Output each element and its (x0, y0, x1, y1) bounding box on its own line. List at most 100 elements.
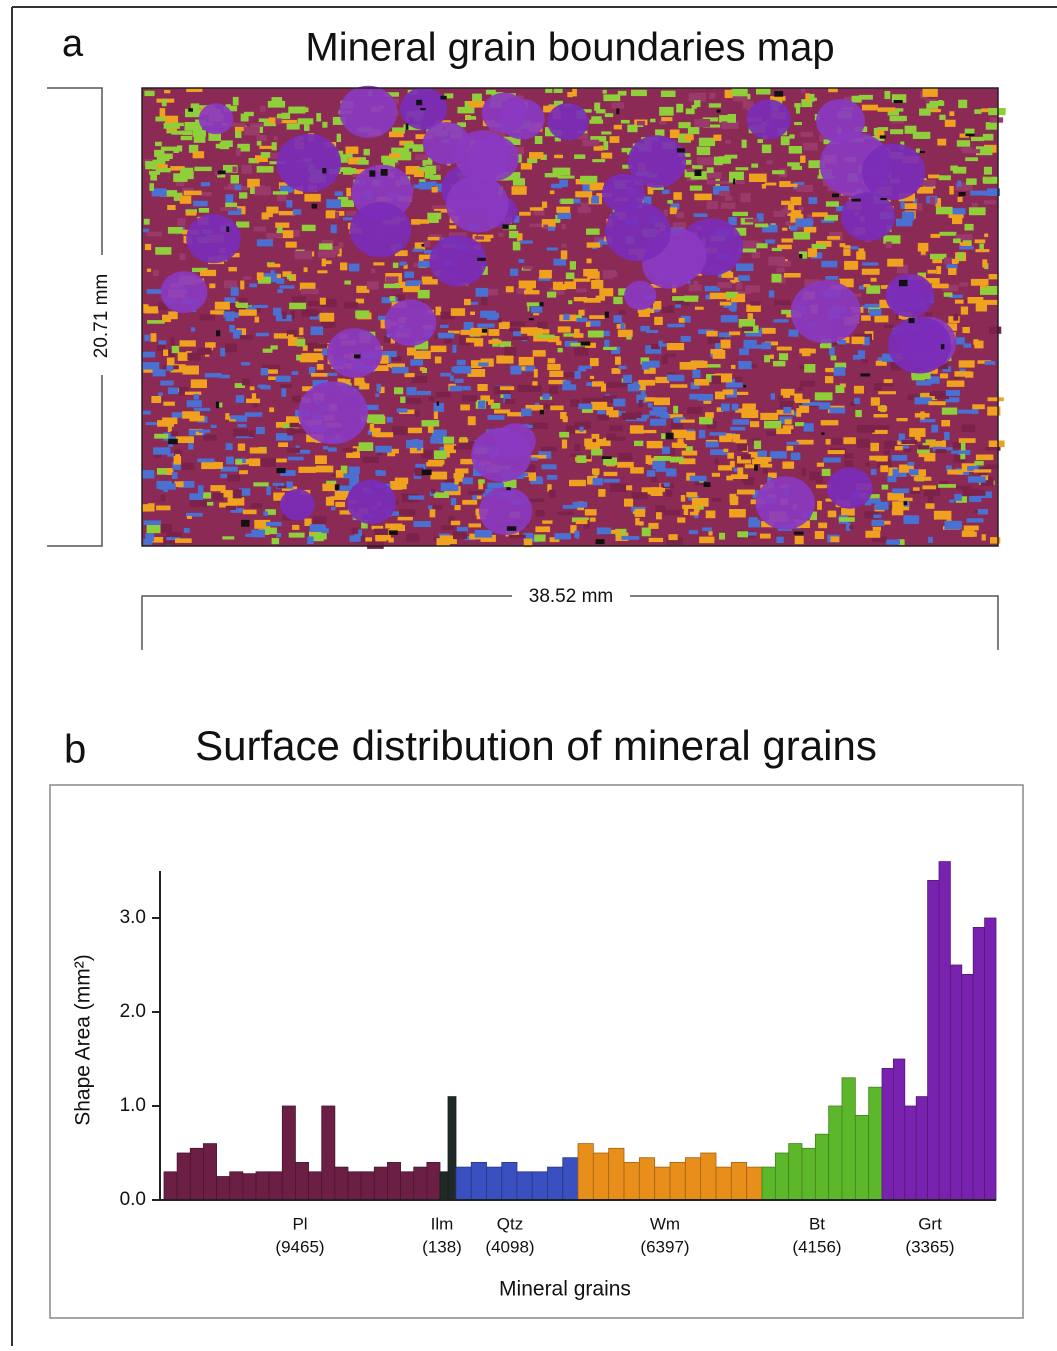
grain (560, 250, 568, 260)
grain (627, 149, 632, 155)
grain (971, 202, 978, 207)
bar (577, 1143, 594, 1201)
grain (170, 337, 175, 346)
grain (268, 117, 282, 124)
grain (569, 261, 576, 270)
grain (440, 372, 452, 377)
bar (486, 1166, 503, 1201)
grain (527, 158, 538, 164)
grain (161, 349, 175, 358)
grain (717, 282, 733, 289)
grain (951, 450, 966, 454)
grain (245, 533, 257, 537)
grain (839, 243, 846, 248)
grain (448, 330, 460, 334)
grain (735, 263, 754, 271)
grain (547, 358, 556, 364)
grain (354, 529, 362, 537)
grain (789, 134, 795, 139)
ilmenite (421, 469, 432, 476)
grain (891, 508, 904, 516)
grain (562, 380, 571, 385)
grain (266, 206, 279, 214)
grain (862, 262, 879, 266)
grain (199, 429, 211, 433)
grain (919, 133, 928, 139)
grain (887, 111, 899, 116)
grain (803, 226, 817, 233)
grain (857, 438, 870, 448)
grain (570, 399, 580, 407)
grain (974, 109, 982, 114)
grain (745, 330, 762, 337)
grain (242, 378, 250, 386)
grain (541, 201, 548, 208)
grain (556, 206, 571, 213)
grain (735, 377, 743, 383)
grain (460, 404, 470, 411)
grain (339, 510, 353, 515)
grain (155, 168, 171, 173)
grain (691, 498, 709, 507)
grain (399, 509, 416, 516)
grain (944, 323, 958, 331)
grain (901, 445, 909, 449)
grain (922, 485, 937, 490)
grain (578, 403, 593, 410)
grain (190, 103, 200, 110)
grain (319, 297, 326, 305)
grain (750, 301, 761, 306)
grain (160, 380, 174, 386)
grain (393, 151, 412, 161)
grain (185, 108, 201, 118)
grain (477, 234, 494, 239)
plot: 0.01.02.03.0Pl(9465)Ilm(138)Qtz(4098)Wm(… (120, 861, 997, 1256)
grain (821, 260, 838, 268)
grain (233, 428, 248, 437)
grain (433, 492, 449, 498)
grain (462, 477, 473, 485)
grain (416, 390, 431, 396)
grain (896, 218, 913, 227)
grain (394, 477, 409, 485)
ilmenite (716, 109, 721, 113)
grain (692, 369, 701, 379)
grain (941, 284, 959, 292)
grain (278, 211, 296, 216)
grain (148, 503, 155, 512)
bar (950, 964, 963, 1201)
panel-title: Mineral grain boundaries map (305, 26, 834, 70)
grain (706, 172, 718, 178)
grain (966, 178, 977, 185)
grain (782, 461, 795, 469)
grain (613, 382, 631, 388)
grain (160, 494, 166, 502)
grain (192, 129, 206, 137)
grain (269, 407, 275, 413)
grain (534, 136, 543, 144)
grain (722, 389, 734, 395)
grain (789, 183, 798, 187)
grain (249, 447, 266, 454)
grain (692, 165, 703, 169)
bar (881, 1068, 894, 1201)
grain (694, 100, 701, 108)
grain (143, 218, 150, 225)
grain (163, 432, 178, 441)
grain (919, 371, 931, 379)
grain (170, 431, 179, 437)
grain (962, 149, 981, 154)
grain (891, 455, 908, 461)
grain (282, 311, 287, 319)
grain (561, 224, 566, 230)
grain (487, 415, 505, 420)
grain (256, 239, 273, 247)
grain (824, 214, 838, 221)
grain (723, 303, 731, 308)
grain (577, 368, 587, 372)
grain (356, 285, 370, 293)
grain (814, 531, 825, 539)
bar (347, 1171, 362, 1201)
grain (666, 537, 683, 545)
grain (647, 187, 654, 195)
